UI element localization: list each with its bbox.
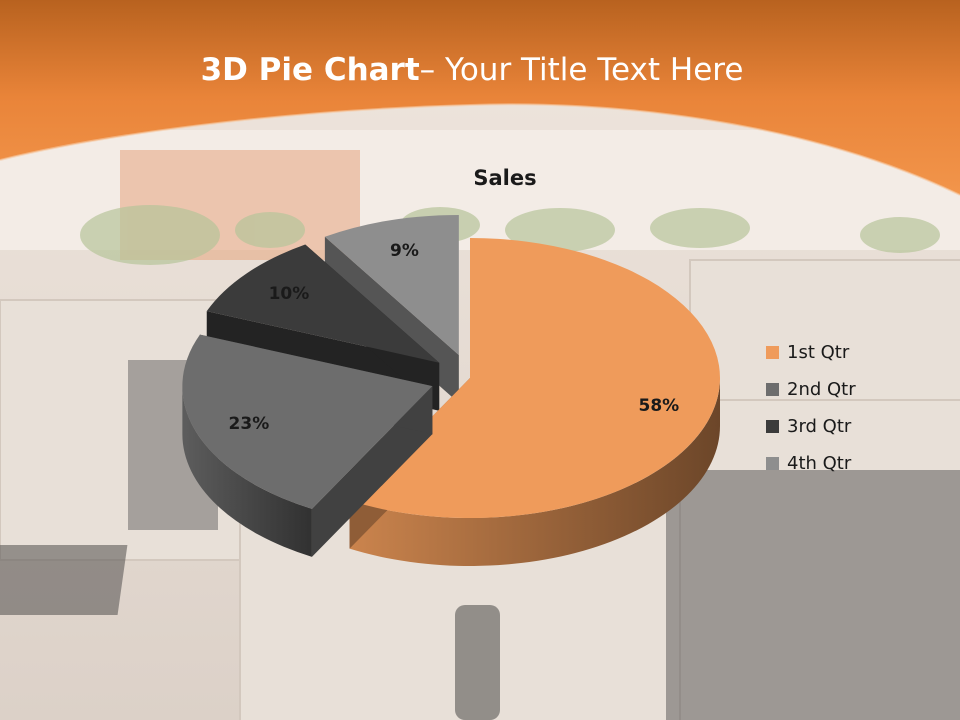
- pie-slice-cut-2-1: [311, 386, 433, 557]
- data-label-1: 58%: [639, 396, 680, 416]
- legend-label: 4th Qtr: [787, 453, 852, 474]
- legend-item-4: 4th Qtr: [766, 445, 856, 482]
- pie-slice-top-3: [206, 244, 440, 363]
- legend-label: 1st Qtr: [787, 342, 850, 363]
- legend-swatch: [766, 346, 779, 359]
- data-label-2: 23%: [229, 414, 270, 434]
- slide-title: 3D Pie Chart– Your Title Text Here: [0, 52, 944, 88]
- slide-title-rest: – Your Title Text Here: [419, 52, 744, 88]
- chart-title: Sales: [473, 166, 537, 190]
- legend-item-1: 1st Qtr: [766, 334, 856, 371]
- slide-title-bold: 3D Pie Chart: [200, 52, 420, 88]
- legend-item-2: 2nd Qtr: [766, 371, 856, 408]
- pie-slice-2: [182, 334, 433, 557]
- legend-label: 3rd Qtr: [787, 416, 852, 437]
- pie-slice-top-4: [324, 214, 459, 355]
- legend-swatch: [766, 420, 779, 433]
- legend-label: 2nd Qtr: [787, 379, 856, 400]
- pie-slice-1: [349, 238, 721, 566]
- data-label-3: 10%: [269, 284, 310, 304]
- data-label-4: 9%: [390, 241, 419, 261]
- legend-item-3: 3rd Qtr: [766, 408, 856, 445]
- pie-slice-top-2: [182, 334, 433, 509]
- pie-slice-side-1: [349, 378, 720, 566]
- legend-swatch: [766, 383, 779, 396]
- chart-legend: 1st Qtr 2nd Qtr 3rd Qtr 4th Qtr: [766, 334, 856, 482]
- pie-slice-side-2: [182, 386, 312, 557]
- legend-swatch: [766, 457, 779, 470]
- pie-slice-top-1: [349, 238, 721, 518]
